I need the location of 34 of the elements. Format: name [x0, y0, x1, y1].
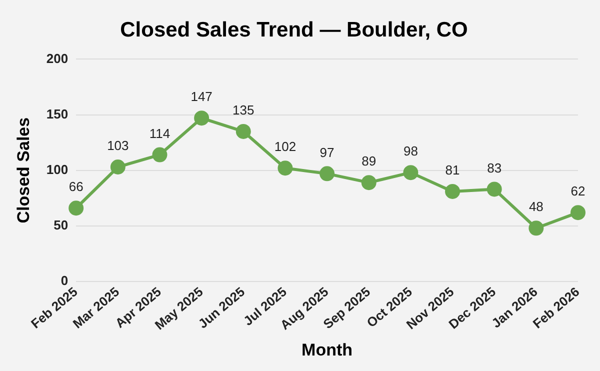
point: [528, 220, 544, 236]
data-label: 102: [274, 139, 296, 154]
data-label: 66: [68, 179, 84, 194]
data-label: 48: [528, 199, 544, 214]
y-tick-label: 50: [54, 217, 68, 232]
point: [445, 184, 460, 199]
point: [152, 147, 168, 162]
point: [68, 200, 84, 216]
data-label: 147: [190, 89, 212, 104]
data-label: 89: [362, 154, 376, 169]
point: [236, 124, 251, 139]
data-label: 83: [487, 160, 502, 176]
point: [320, 166, 335, 182]
point: [570, 205, 586, 220]
y-axis-title: Closed Sales: [14, 117, 33, 224]
point: [403, 165, 418, 180]
y-tick-label: 150: [46, 106, 68, 122]
point: [361, 175, 376, 190]
point: [486, 182, 502, 197]
data-label: 103: [107, 138, 129, 154]
data-label: 97: [320, 144, 334, 160]
data-label: 135: [232, 102, 254, 118]
point: [110, 160, 126, 175]
y-tick-label: 100: [46, 162, 68, 177]
data-label: 98: [403, 144, 418, 159]
x-axis-title: Month: [302, 340, 353, 360]
point: [194, 110, 210, 126]
data-label: 62: [570, 184, 586, 199]
point: [278, 160, 293, 176]
data-label: 81: [445, 162, 460, 178]
chart-title: Closed Sales Trend — Boulder, CO: [120, 18, 468, 42]
y-tick-label: 200: [46, 50, 68, 66]
data-label: 114: [149, 126, 170, 141]
y-tick-label: 0: [60, 273, 68, 288]
